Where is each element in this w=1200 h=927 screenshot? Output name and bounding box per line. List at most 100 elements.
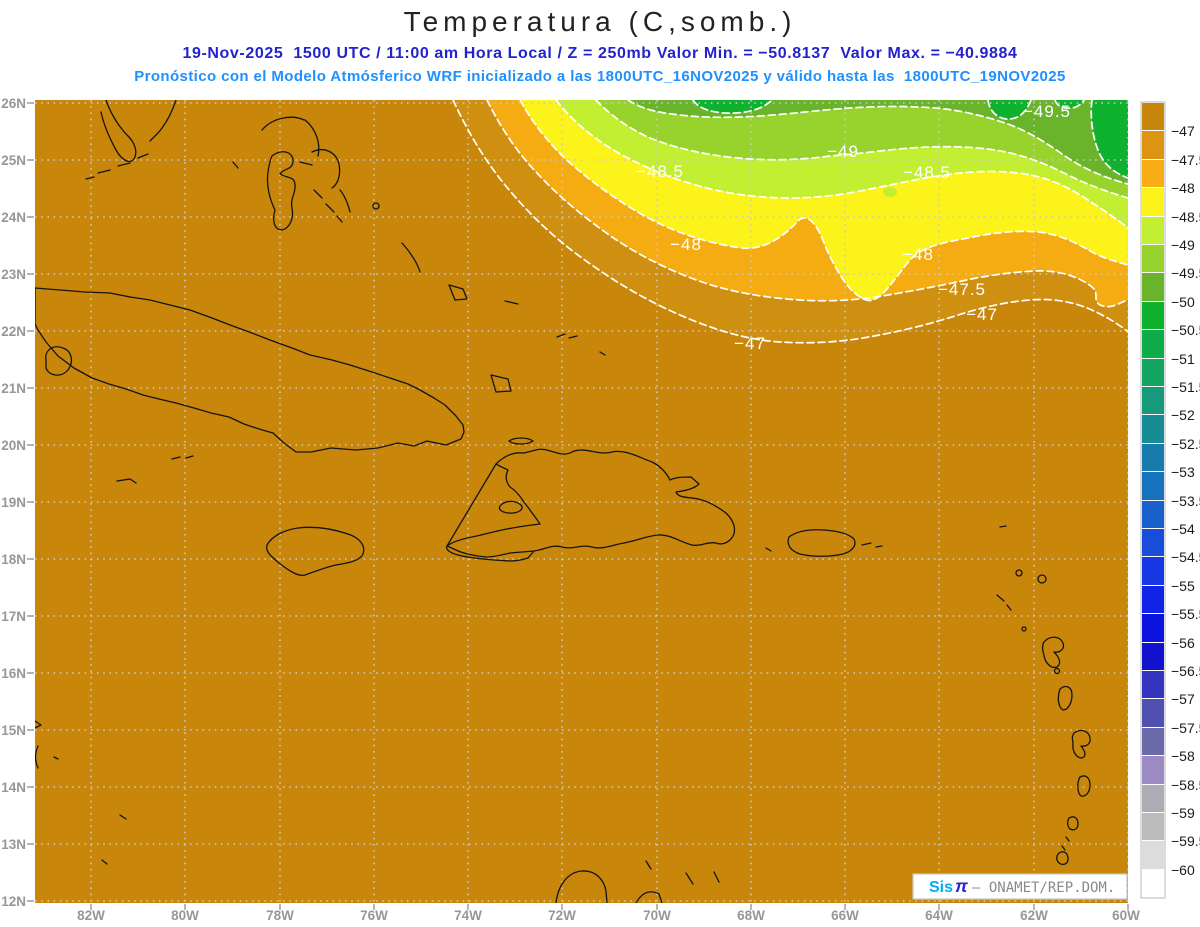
contour-minus47 (452, 100, 1128, 344)
coast-marie-galante (1053, 667, 1061, 675)
band-minus49-5 (628, 100, 1128, 184)
colorbar-tick-label: −51.5 (1171, 379, 1200, 395)
contour-minus49-5 (627, 100, 1128, 185)
colorbar-tick-label: −50 (1171, 294, 1195, 310)
contour-label: −48.5 (636, 162, 684, 181)
colorbar-segment (1142, 160, 1164, 187)
contour-label: −48 (670, 235, 702, 254)
colorbar-tick-label: −53 (1171, 464, 1195, 480)
colorbar-tick-label: −47 (1171, 123, 1195, 139)
colorbar-tick-label: −47.5 (1171, 152, 1200, 168)
colorbar-tick-label: −50.5 (1171, 322, 1200, 338)
header-forecast-line: 19-Nov-2025 1500 UTC / 11:00 am Hora Loc… (182, 45, 1018, 62)
coast-montserrat (1021, 626, 1027, 632)
colorbar-tick-label: −52.5 (1171, 436, 1200, 452)
coast-central-america (35, 720, 127, 865)
lat-tick-label: 23N (1, 267, 26, 282)
colorbar-segment (1142, 699, 1164, 727)
colorbar-segment (1142, 586, 1164, 613)
contour-minus47-5 (486, 100, 1128, 308)
header-model-line: Pronóstico con el Modelo Atmósferico WRF… (134, 68, 1066, 85)
latitude-grid (35, 102, 1128, 902)
contour-label: −48.5 (903, 163, 951, 182)
colorbar-tick-label: −59 (1171, 805, 1195, 821)
lat-tick-label: 24N (1, 210, 26, 225)
lon-tick-label: 70W (643, 908, 671, 923)
colorbar-tick-label: −60 (1171, 862, 1195, 878)
coast-gonave (498, 500, 523, 514)
colorbar-tick-label: −55 (1171, 578, 1195, 594)
contour-minus48 (519, 100, 1128, 302)
watermark-org: – ONAMET/REP.DOM. (972, 880, 1115, 896)
lon-tick-label: 62W (1020, 908, 1048, 923)
contour-lines (452, 100, 1128, 344)
colorbar-tick-label: −49.5 (1171, 265, 1200, 281)
contour-minus50-d (1054, 100, 1085, 110)
band-small-eye (883, 187, 897, 197)
lon-tick-label: 74W (454, 908, 482, 923)
coast-barbuda (1015, 569, 1023, 577)
band-minus50-blob-a (693, 100, 772, 114)
colorbar-tick-label: −52 (1171, 407, 1195, 423)
colorbar-segment (1142, 671, 1164, 698)
band-minus50-blob-b (988, 100, 1031, 120)
colorbar-tick-label: −57 (1171, 691, 1195, 707)
lat-tick-label: 20N (1, 438, 26, 453)
colorbar-segment (1142, 273, 1164, 301)
watermark-brand-pi-icon: π (955, 876, 968, 896)
lat-tick-label: 12N (1, 894, 26, 909)
colorbar-tick-label: −57.5 (1171, 720, 1200, 736)
colorbar-segment (1142, 217, 1164, 244)
lat-tick-label: 15N (1, 723, 26, 738)
colorbar-frame (1140, 101, 1166, 899)
colorbar-tick-label: −58.5 (1171, 777, 1200, 793)
coast-antigua (1037, 574, 1047, 584)
colorbar-segment (1142, 387, 1164, 414)
latitude-axis: 26N 25N 24N 23N 22N 21N 20N 19N 18N 17N … (1, 96, 34, 909)
colorbar-tick-label: −56 (1171, 635, 1195, 651)
colorbar-segment (1142, 188, 1164, 216)
colorbar-segment (1142, 841, 1164, 869)
contour-minus48-5 (555, 100, 1128, 229)
colorbar-tick-label: −51 (1171, 351, 1195, 367)
contour-label: −49.5 (1023, 102, 1071, 121)
contour-labels: −49.5 −49 −48.5 −48.5 −48 −48 −47.5 −47 … (636, 102, 1071, 353)
colorbar-segment (1142, 870, 1164, 897)
coast-hispaniola (445, 448, 736, 562)
temperature-shading (35, 100, 1128, 903)
colorbar-segment (1142, 330, 1164, 358)
colorbar-segment (1142, 359, 1164, 386)
colorbar-tick-label: −58 (1171, 748, 1195, 764)
colorbar-tick-label: −53.5 (1171, 493, 1200, 509)
contour-label: −47.5 (938, 280, 986, 299)
colorbar-segment (1142, 643, 1164, 670)
lat-tick-label: 14N (1, 780, 26, 795)
lat-tick-label: 25N (1, 153, 26, 168)
coast-cuba (35, 287, 465, 453)
colorbar-tick-label: −59.5 (1171, 833, 1200, 849)
watermark: Sis π – ONAMET/REP.DOM. (912, 873, 1128, 900)
colorbar-tick-label: −48 (1171, 180, 1195, 196)
band-minus50-blob-c (1091, 100, 1128, 178)
colorbar-segment (1142, 557, 1164, 585)
lat-tick-label: 21N (1, 381, 26, 396)
colorbar-segment (1142, 444, 1164, 471)
longitude-ticks (90, 904, 1129, 910)
colorbar-tick-label: −54.5 (1171, 549, 1200, 565)
lon-tick-label: 80W (171, 908, 199, 923)
band-minus49 (596, 100, 1128, 198)
lat-tick-label: 17N (1, 609, 26, 624)
lat-tick-label: 18N (1, 552, 26, 567)
lat-tick-label: 16N (1, 666, 26, 681)
latitude-ticks (27, 102, 34, 902)
coast-puerto-rico (765, 529, 883, 557)
colorbar-tick-label: −55.5 (1171, 606, 1200, 622)
contour-label: −47 (966, 305, 998, 324)
coast-tortuga (508, 437, 534, 445)
coast-jamaica (266, 526, 365, 576)
colorbar: −47 −47.5 −48 −48.5 −49 −49.5 −50 −50.5 … (1140, 101, 1200, 899)
colorbar-segment (1142, 415, 1164, 443)
lon-tick-label: 64W (925, 908, 953, 923)
longitude-axis: 82W 80W 78W 76W 74W 72W 70W 68W 66W 64W … (77, 904, 1140, 923)
colorbar-segment (1142, 785, 1164, 812)
